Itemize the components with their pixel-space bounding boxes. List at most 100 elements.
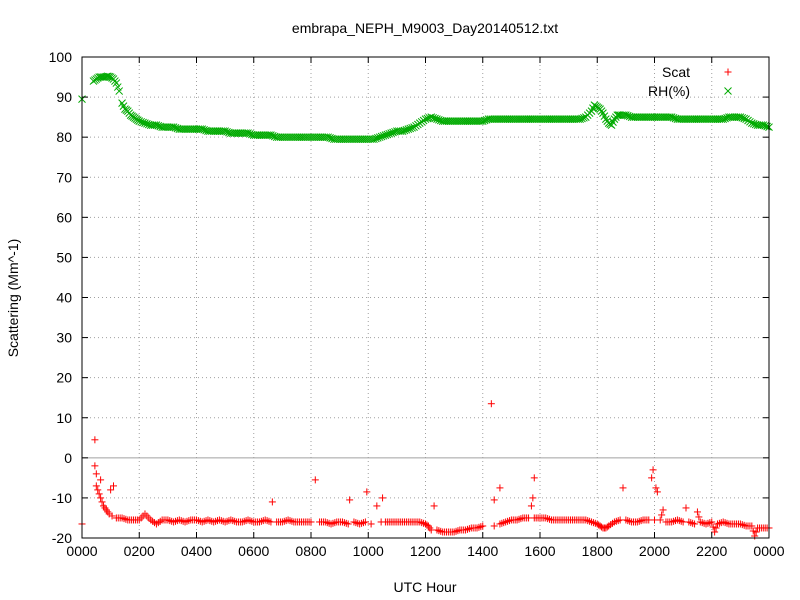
y-tick-label: 60 [56,209,72,225]
data-point [185,125,193,134]
data-point [194,517,202,525]
data-point [677,115,686,123]
data-point [546,515,554,523]
data-point [479,522,487,530]
data-point [709,115,718,123]
data-point [316,133,325,142]
data-point [486,115,495,123]
data-point [272,133,281,142]
x-axis-label: UTC Hour [393,579,456,595]
data-point [289,133,298,142]
data-point [293,133,302,142]
data-point [291,133,300,142]
data-point [455,117,464,125]
data-point [490,522,498,530]
data-point [695,513,703,521]
data-point [286,133,294,142]
data-point [95,490,103,498]
data-point [358,519,366,527]
data-point [192,125,201,134]
data-point [748,522,756,530]
data-point [534,115,542,123]
data-point [442,117,451,125]
data-point [641,113,649,121]
y-tick-label: 30 [56,330,72,346]
x-tick-label: 0600 [238,543,269,559]
data-point [92,470,100,478]
data-point [471,117,479,125]
data-point [318,133,327,142]
data-point [423,521,431,529]
data-point [559,115,567,123]
data-point [675,115,684,123]
data-point [251,131,260,140]
data-point [527,502,535,510]
data-point [253,131,262,140]
y-tick-label: -20 [52,530,72,546]
data-point [249,131,258,140]
data-point [331,135,340,144]
data-point [288,133,296,142]
data-point [707,115,716,123]
data-point [263,517,271,525]
data-point [501,115,510,123]
data-point [522,115,531,123]
data-point [496,484,504,492]
data-point [652,113,661,121]
data-point [544,515,552,523]
legend-label: Scat [662,64,690,80]
data-point [705,115,714,123]
data-point [560,115,569,123]
data-point [515,115,523,123]
data-point [91,462,99,470]
data-point [345,135,354,144]
y-tick-label: 10 [56,410,72,426]
x-axis-ticks: 0000 0200 0400 0600 0800 1000 1200 1400 1600 1800… [66,57,785,559]
x-tick-label: 2200 [696,543,727,559]
data-point [454,527,462,535]
data-point [463,117,472,125]
data-point [339,135,348,144]
data-point [517,515,525,523]
data-point [347,135,355,144]
x-tick-label: 0800 [295,543,326,559]
data-point [650,113,659,121]
data-point [691,520,699,528]
legend: Scat RH(%) [648,64,732,99]
data-point [530,115,539,123]
data-point [473,117,481,125]
data-point [700,115,708,123]
data-point [343,135,352,144]
data-point [448,117,457,125]
data-point [517,115,525,123]
data-point [738,521,746,529]
data-point [698,519,706,527]
data-point [713,115,722,123]
data-point [212,517,220,525]
data-point [693,508,701,516]
data-point [207,127,216,136]
data-point [164,123,172,131]
data-point [536,115,544,123]
data-point [188,125,197,134]
data-point [115,87,124,95]
data-point [465,117,474,125]
x-tick-label: 0200 [124,543,155,559]
x-tick-label: 0400 [181,543,212,559]
data-point [616,111,625,119]
data-point [564,115,573,123]
data-point [711,528,719,536]
data-point [496,115,504,123]
data-point [309,133,317,142]
data-point [532,115,541,123]
data-point [305,133,313,142]
data-point [507,115,516,123]
data-point [282,133,291,142]
data-point [646,113,655,121]
grid-layer [82,57,769,538]
data-point [232,129,241,138]
data-point [337,135,346,144]
data-point [538,115,546,123]
data-point [509,115,518,123]
data-point [177,517,185,525]
